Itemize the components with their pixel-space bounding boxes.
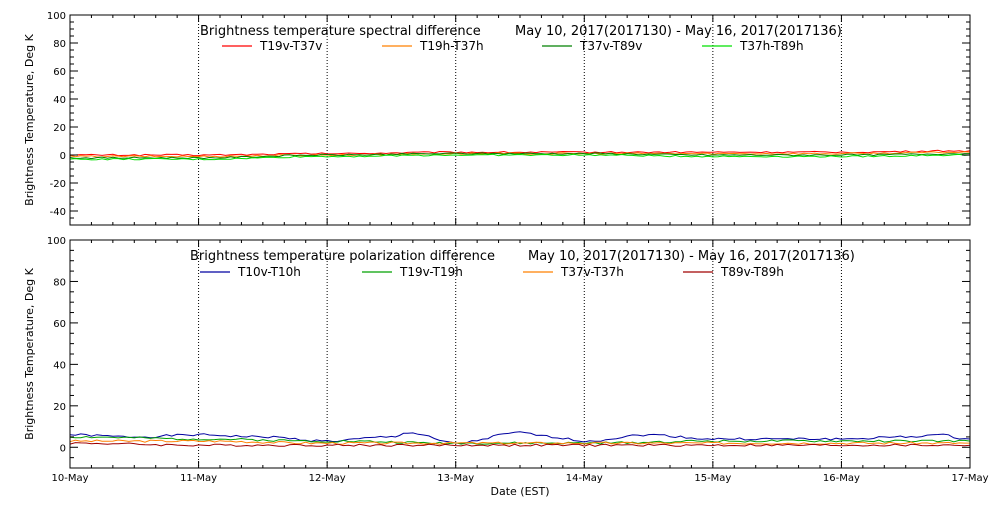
spectral-series-line-t37v-t89v (69, 152, 970, 160)
x-tick-label: 15-May (694, 473, 731, 484)
spectral-grid (198, 15, 842, 225)
polarization-legend-label: T10v-T10h (237, 265, 301, 279)
spectral-ticks: -40 -20 0 20 40 60 80 100 (47, 11, 971, 226)
polarization-legend: T10v-T10h T19v-T19h T37v-T37h T89v-T89h (200, 265, 784, 279)
spectral-y-tick-label: 0 (60, 151, 66, 162)
spectral-series-line-t19v-t37v (69, 149, 971, 157)
spectral-y-tick-label: 60 (53, 67, 66, 78)
x-tick-label: 11-May (180, 473, 217, 484)
spectral-y-tick-label: 40 (53, 95, 66, 106)
spectral-y-tick-label: -40 (50, 207, 66, 218)
polarization-y-tick-label: 40 (53, 360, 66, 371)
x-tick-labels: 10-May 11-May 12-May 13-May 14-May 15-May 16-M… (51, 473, 988, 484)
polarization-series-line-t37v-t37h (69, 439, 970, 445)
spectral-legend: T19v-T37v T19h-T37h T37v-T89v T37h-T89h (222, 39, 804, 53)
spectral-difference-panel: -40 -20 0 20 40 60 80 100 Brightness temperatur… (23, 11, 971, 226)
polarization-series-line-t89v-t89h (69, 442, 971, 447)
spectral-y-tick-label: 80 (53, 39, 66, 50)
spectral-chart-title: Brightness temperature spectral differen… (200, 24, 481, 39)
polarization-y-tick-label: 20 (53, 402, 66, 413)
polarization-y-tick-label: 100 (47, 236, 66, 247)
x-tick-label: 12-May (309, 473, 346, 484)
polarization-series-group (69, 431, 971, 447)
polarization-y-tick-label: 60 (53, 319, 66, 330)
spectral-y-tick-label: -20 (50, 179, 66, 190)
polarization-difference-panel: 0 20 40 60 80 100 Brightness temperature pola… (23, 236, 989, 498)
polarization-chart-title: Brightness temperature polarization diff… (190, 249, 495, 264)
x-axis-title: Date (EST) (490, 485, 549, 498)
x-tick-label: 16-May (823, 473, 860, 484)
x-tick-label: 13-May (437, 473, 474, 484)
spectral-y-tick-label: 20 (53, 123, 66, 134)
polarization-legend-label: T37v-T37h (560, 265, 624, 279)
polarization-series-line-t19v-t19h (69, 435, 971, 445)
spectral-plot-frame (69, 14, 971, 226)
spectral-legend-label: T19h-T37h (419, 39, 484, 53)
spectral-legend-label: T37v-T89v (579, 39, 642, 53)
x-tick-label: 14-May (566, 473, 603, 484)
spectral-series-group (69, 149, 971, 161)
spectral-y-axis-title: Brightness Temperature, Deg K (23, 33, 36, 205)
polarization-y-tick-label: 80 (53, 277, 66, 288)
polarization-chart-subtitle: May 10, 2017(2017130) - May 16, 2017(201… (528, 249, 855, 264)
spectral-legend-label: T37h-T89h (739, 39, 804, 53)
x-tick-label: 10-May (51, 473, 88, 484)
spectral-series-line-t19h-t37h (69, 151, 971, 158)
polarization-grid (198, 240, 842, 468)
spectral-legend-label: T19v-T37v (259, 39, 322, 53)
polarization-legend-label: T19v-T19h (399, 265, 463, 279)
polarization-y-tick-label: 0 (60, 443, 66, 454)
spectral-series-line-t37h-t89h (69, 153, 971, 161)
x-tick-label: 17-May (951, 473, 988, 484)
spectral-chart-subtitle: May 10, 2017(2017130) - May 16, 2017(201… (515, 24, 842, 39)
polarization-series-line-t10v-t10h (69, 431, 971, 444)
spectral-y-tick-label: 100 (47, 11, 66, 22)
polarization-ticks: 0 20 40 60 80 100 (47, 236, 971, 469)
polarization-y-axis-title: Brightness Temperature, Deg K (23, 267, 36, 439)
polarization-legend-label: T89v-T89h (720, 265, 784, 279)
